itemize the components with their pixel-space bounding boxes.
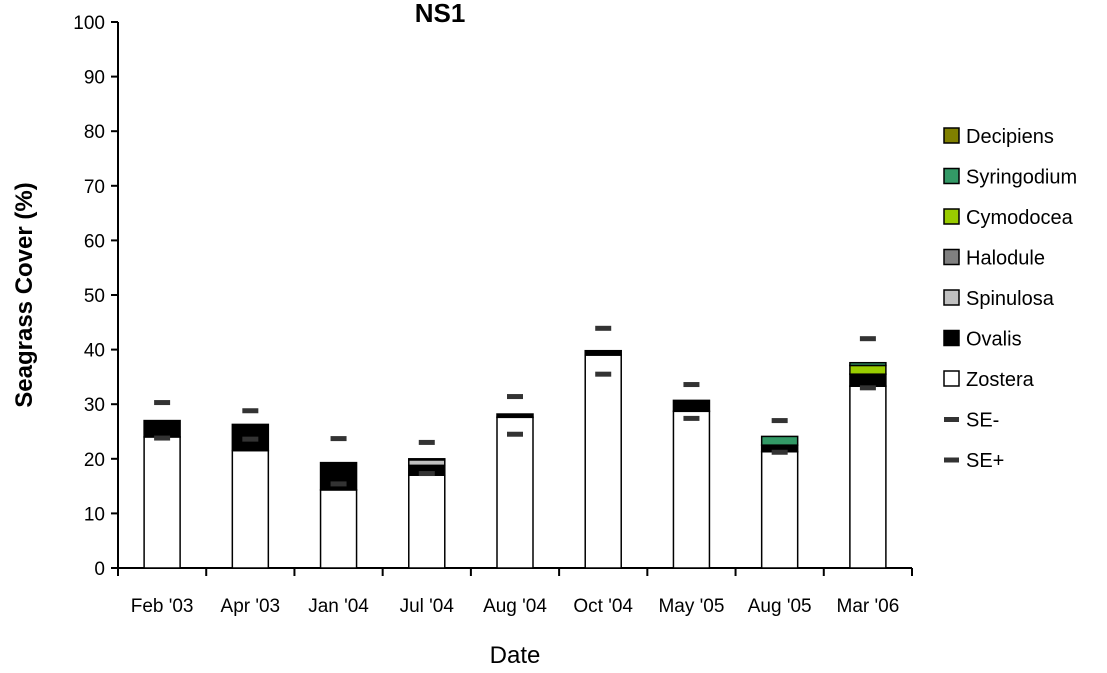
bar-segment-ovalis — [672, 399, 711, 413]
legend-swatch — [943, 127, 960, 144]
error-marker-se — [859, 385, 876, 391]
legend-label: SE- — [966, 410, 999, 432]
x-tick-label: Oct '04 — [573, 596, 633, 617]
error-marker-se — [683, 415, 700, 421]
y-tick-label: 20 — [84, 450, 105, 471]
legend-item-halodule: Halodule — [943, 248, 1045, 270]
bar-segment-ovalis — [496, 413, 534, 419]
bar-segment-halodule — [408, 458, 446, 461]
legend-label: Zostera — [966, 369, 1035, 391]
legend-label: Decipiens — [966, 126, 1054, 148]
error-marker-se — [330, 481, 347, 487]
legend-swatch — [943, 289, 960, 306]
y-tick-label: 80 — [84, 122, 105, 143]
bar-segment-zostera — [408, 474, 446, 569]
error-marker-se — [771, 449, 788, 455]
x-tick-label: May '05 — [658, 596, 724, 617]
legend-swatch — [944, 417, 959, 422]
x-axis-title: Date — [490, 642, 541, 669]
legend-label: Syringodium — [966, 167, 1077, 189]
bar-segment-zostera — [760, 450, 799, 569]
y-tick-label: 70 — [84, 177, 105, 198]
y-tick-label: 40 — [84, 341, 105, 362]
error-marker-se — [418, 471, 435, 477]
legend-label: Halodule — [966, 248, 1045, 270]
error-marker-se — [154, 400, 171, 406]
bar-segment-zostera — [849, 385, 887, 569]
legend-label: Cymodocea — [966, 207, 1074, 229]
error-marker-se — [330, 436, 347, 442]
x-tick-label: Apr '03 — [221, 596, 281, 617]
error-marker-se — [595, 325, 612, 331]
y-tick-label: 60 — [84, 231, 105, 252]
legend-label: SE+ — [966, 450, 1004, 472]
bar-segment-syringodium — [849, 361, 887, 367]
legend-item-se: SE+ — [944, 450, 1004, 472]
y-tick-label: 10 — [84, 504, 105, 525]
legend-item-spinulosa: Spinulosa — [943, 288, 1055, 310]
bar-segment-ovalis — [849, 373, 887, 387]
plot-area: 0 10 20 30 40 50 60 70 80 90 100 Feb '03 Apr '03 Jan … — [73, 13, 913, 617]
legend-label: Ovalis — [966, 329, 1022, 351]
legend-item-ovalis: Ovalis — [943, 329, 1022, 351]
legend-item-decipiens: Decipiens — [943, 126, 1054, 148]
bar-segment-zostera — [496, 416, 534, 569]
bar-segment-ovalis — [584, 349, 622, 356]
bar-segment-zostera — [584, 354, 622, 569]
error-marker-se — [507, 431, 523, 437]
error-marker-se — [859, 336, 876, 342]
legend-swatch — [944, 457, 959, 463]
legend-label: Spinulosa — [966, 288, 1055, 310]
error-marker-se — [418, 439, 435, 445]
error-marker-se — [771, 418, 788, 424]
legend-swatch — [943, 248, 960, 266]
x-tick-label: Mar '06 — [837, 596, 900, 617]
bar-segment-spinulosa — [408, 459, 446, 467]
legend-swatch — [943, 370, 960, 387]
legend-swatch — [943, 329, 960, 347]
error-marker-se — [507, 394, 523, 400]
x-tick-label: Jan '04 — [308, 596, 369, 617]
legend-swatch — [943, 208, 960, 225]
y-tick-label: 90 — [84, 68, 105, 89]
bar-segment-zostera — [319, 489, 358, 569]
bar-segment-zostera — [143, 436, 181, 569]
legend-swatch — [943, 167, 960, 185]
error-marker-se — [242, 408, 259, 414]
x-tick-label: Feb '03 — [131, 596, 194, 617]
bar-segment-ovalis — [143, 419, 181, 438]
y-tick-label: 100 — [73, 13, 105, 34]
legend-item-cymodocea: Cymodocea — [943, 207, 1074, 229]
legend-item-se: SE- — [944, 410, 999, 432]
error-marker-se — [595, 371, 612, 377]
error-marker-se — [683, 382, 700, 388]
bar-segment-zostera — [672, 410, 711, 569]
x-tick-label: Jul '04 — [400, 596, 455, 617]
x-tick-label: Aug '05 — [748, 596, 812, 617]
legend-item-syringodium: Syringodium — [943, 167, 1077, 189]
legend-item-zostera: Zostera — [943, 369, 1035, 391]
y-tick-label: 30 — [84, 395, 105, 416]
y-tick-label: 50 — [84, 286, 105, 307]
error-marker-se — [154, 435, 171, 441]
x-tick-label: Aug '04 — [483, 596, 547, 617]
error-marker-se — [242, 436, 259, 442]
legend: Decipiens Syringodium Cymodocea Halodule Spi… — [943, 126, 1077, 472]
bar-segment-syringodium — [760, 435, 799, 446]
y-tick-label: 0 — [94, 559, 105, 580]
y-axis-title: Seagrass Cover (%) — [11, 182, 38, 407]
bar-segment-cymodocea — [849, 364, 887, 375]
chart-title: NS1 — [415, 0, 466, 28]
bar-segment-zostera — [231, 449, 270, 569]
